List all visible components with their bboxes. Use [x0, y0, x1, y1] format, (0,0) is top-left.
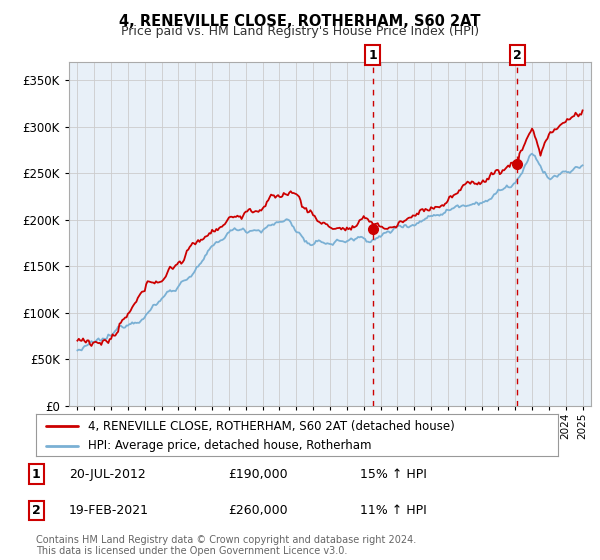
Text: 15% ↑ HPI: 15% ↑ HPI [360, 468, 427, 480]
Text: £190,000: £190,000 [228, 468, 287, 480]
Text: Contains HM Land Registry data © Crown copyright and database right 2024.
This d: Contains HM Land Registry data © Crown c… [36, 535, 416, 557]
Text: 2: 2 [32, 504, 40, 517]
Text: 4, RENEVILLE CLOSE, ROTHERHAM, S60 2AT (detached house): 4, RENEVILLE CLOSE, ROTHERHAM, S60 2AT (… [88, 419, 455, 433]
Text: HPI: Average price, detached house, Rotherham: HPI: Average price, detached house, Roth… [88, 440, 372, 452]
Text: Price paid vs. HM Land Registry's House Price Index (HPI): Price paid vs. HM Land Registry's House … [121, 25, 479, 38]
Text: 11% ↑ HPI: 11% ↑ HPI [360, 504, 427, 517]
Text: 1: 1 [368, 49, 377, 62]
Text: 4, RENEVILLE CLOSE, ROTHERHAM, S60 2AT: 4, RENEVILLE CLOSE, ROTHERHAM, S60 2AT [119, 14, 481, 29]
Text: 19-FEB-2021: 19-FEB-2021 [69, 504, 149, 517]
Text: 2: 2 [513, 49, 522, 62]
Text: 1: 1 [32, 468, 40, 480]
Text: £260,000: £260,000 [228, 504, 287, 517]
Text: 20-JUL-2012: 20-JUL-2012 [69, 468, 146, 480]
